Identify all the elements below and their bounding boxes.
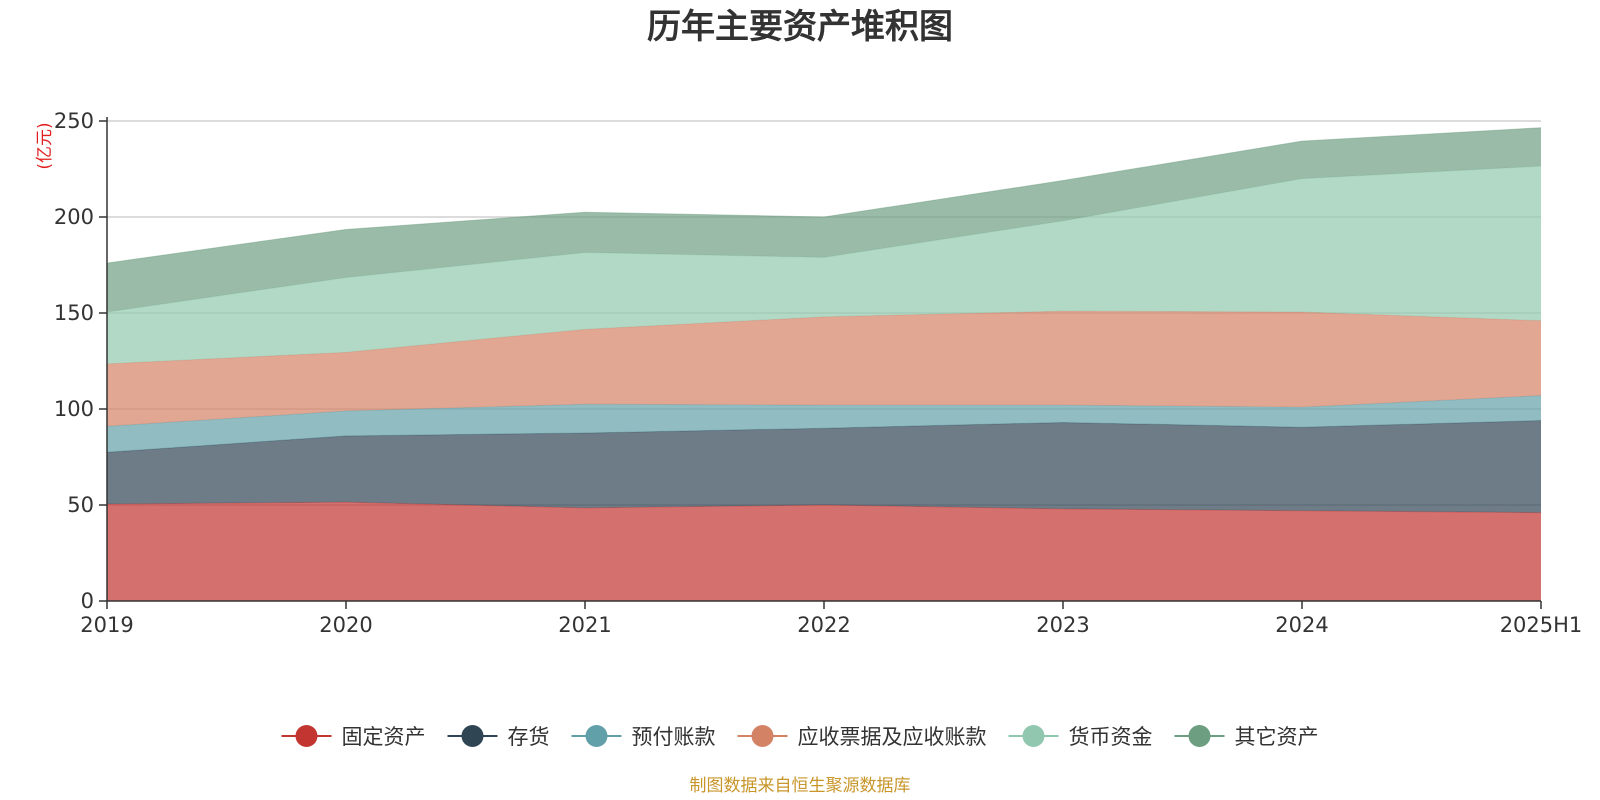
chart-title: 历年主要资产堆积图	[647, 7, 953, 47]
data-source-note: 制图数据来自恒生聚源数据库	[690, 776, 911, 796]
legend-circle-icon	[1022, 725, 1045, 747]
legend-label: 应收票据及应收账款	[798, 725, 987, 749]
x-tick-label: 2019	[80, 613, 133, 637]
axes: 0 50 100 150 200 250 2019 2020 2021 2022 2023 2024 2…	[54, 109, 1582, 637]
area-series-5	[107, 166, 1541, 364]
area-series-3	[107, 395, 1541, 453]
legend-item-1[interactable]: 固定资产	[281, 725, 426, 749]
series-line-6	[106, 127, 1542, 264]
y-tick-label: 100	[54, 397, 94, 421]
area-series	[106, 127, 1542, 601]
legend-circle-icon	[1188, 725, 1211, 747]
x-tick-label: 2021	[558, 613, 611, 637]
y-tick-label: 50	[67, 493, 94, 517]
y-tick-label: 200	[54, 205, 94, 229]
area-series-6	[107, 127, 1541, 313]
legend-circle-icon	[585, 725, 608, 747]
y-tick-label: 0	[81, 589, 94, 613]
x-tick-label: 2020	[319, 613, 372, 637]
legend-item-3[interactable]: 预付账款	[571, 725, 716, 749]
y-axis-unit-label: (亿元)	[35, 122, 55, 169]
x-tick-label: 2024	[1275, 613, 1328, 637]
legend-label: 固定资产	[342, 725, 426, 749]
area-series-4	[107, 311, 1541, 427]
x-tick-label: 2025H1	[1500, 613, 1583, 637]
legend-circle-icon	[295, 725, 318, 747]
legend-label: 存货	[508, 725, 550, 749]
y-tick-label: 250	[54, 109, 94, 133]
y-tick-label: 150	[54, 301, 94, 325]
legend-label: 预付账款	[632, 725, 716, 749]
legend: 固定资产 存货 预付账款 应收票据及应收账款 货币资金 其它资产	[281, 725, 1319, 749]
legend-circle-icon	[461, 725, 484, 747]
legend-item-4[interactable]: 应收票据及应收账款	[737, 725, 987, 749]
x-tick-label: 2022	[797, 613, 850, 637]
legend-label: 其它资产	[1235, 725, 1319, 749]
area-series-2	[107, 420, 1541, 513]
legend-item-6[interactable]: 其它资产	[1174, 725, 1319, 749]
legend-label: 货币资金	[1069, 725, 1153, 749]
area-series-1	[107, 502, 1541, 601]
x-tick-label: 2023	[1036, 613, 1089, 637]
legend-item-5[interactable]: 货币资金	[1008, 725, 1153, 749]
legend-circle-icon	[751, 725, 774, 747]
legend-item-2[interactable]: 存货	[447, 725, 550, 749]
